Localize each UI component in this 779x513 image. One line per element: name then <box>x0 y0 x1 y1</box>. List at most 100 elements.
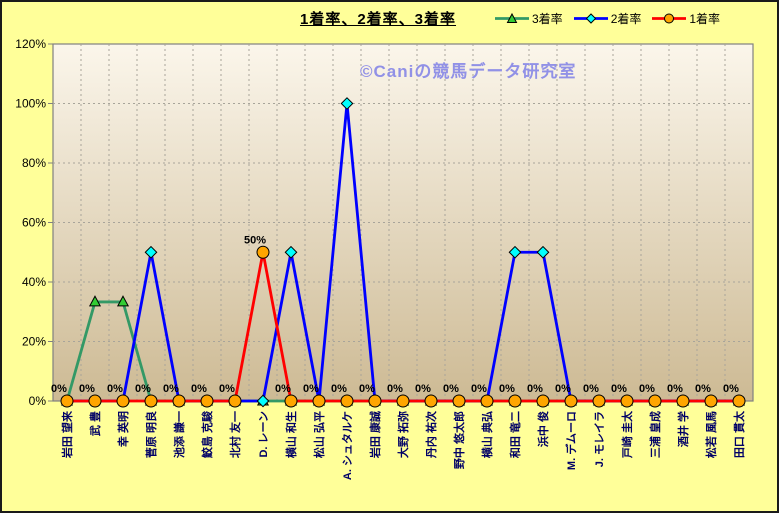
x-axis-label: 酒井 学 <box>676 411 690 447</box>
marker-triangle-3着率 <box>116 295 130 307</box>
x-axis-label: 菅原 明良 <box>144 411 158 458</box>
marker-circle-1着率 <box>480 394 494 408</box>
marker-circle-1着率 <box>452 394 466 408</box>
y-axis-label: 100% <box>15 97 46 111</box>
marker-circle-1着率 <box>508 394 522 408</box>
data-label: 0% <box>471 383 487 395</box>
data-label: 0% <box>415 383 431 395</box>
x-axis-label: 丹内 祐次 <box>424 411 438 458</box>
marker-circle-1着率 <box>732 394 746 408</box>
data-label: 0% <box>51 383 67 395</box>
x-axis-label: M. デムーロ <box>564 411 578 470</box>
x-axis-label: 松若 風馬 <box>704 411 718 458</box>
chart-title: 1着率、2着率、3着率 <box>299 11 457 28</box>
data-label: 0% <box>695 383 711 395</box>
data-label: 0% <box>527 383 543 395</box>
x-axis-label: 武 豊 <box>88 411 102 436</box>
x-axis-label: 三浦 皇成 <box>648 411 662 458</box>
x-axis-label: 浜中 俊 <box>536 411 550 447</box>
data-label: 0% <box>303 383 319 395</box>
marker-circle-1着率 <box>424 394 438 408</box>
data-label: 0% <box>107 383 123 395</box>
marker-diamond-2着率 <box>284 245 298 259</box>
data-label: 0% <box>667 383 683 395</box>
marker-circle-1着率 <box>228 394 242 408</box>
marker-circle-1着率 <box>88 394 102 408</box>
data-label: 0% <box>583 383 599 395</box>
data-label: 0% <box>331 383 347 395</box>
marker-circle-1着率 <box>648 394 662 408</box>
data-label: 0% <box>611 383 627 395</box>
data-label: 0% <box>275 383 291 395</box>
y-axis-label: 40% <box>22 275 46 289</box>
marker-circle-1着率 <box>704 394 718 408</box>
data-label: 0% <box>359 383 375 395</box>
x-axis-label: 北村 友一 <box>228 411 242 458</box>
x-axis-label: 岩田 康誠 <box>368 411 382 459</box>
data-label: 0% <box>723 383 739 395</box>
data-label: 0% <box>191 383 207 395</box>
data-label: 0% <box>135 383 151 395</box>
marker-circle-1着率 <box>172 394 186 408</box>
legend-item: 2着率 <box>573 10 642 27</box>
data-label: 0% <box>499 383 515 395</box>
x-axis-label: 池添 謙一 <box>172 411 186 458</box>
x-axis-label: 横山 典弘 <box>480 411 494 458</box>
x-axis-label: 大野 拓弥 <box>396 411 410 458</box>
y-axis-label: 20% <box>22 335 46 349</box>
x-axis-label: 幸 英明 <box>116 411 130 447</box>
data-label: 0% <box>219 383 235 395</box>
marker-circle-1着率 <box>340 394 354 408</box>
data-label: 0% <box>163 383 179 395</box>
marker-diamond-2着率 <box>144 245 158 259</box>
x-axis-label: 鮫島 克駿 <box>200 410 214 458</box>
y-axis-label: 80% <box>22 156 46 170</box>
x-axis-label: 岩田 望来 <box>60 410 74 459</box>
marker-circle-1着率 <box>564 394 578 408</box>
marker-circle-1着率 <box>312 394 326 408</box>
legend-diamond-icon <box>573 13 608 24</box>
data-label: 0% <box>555 383 571 395</box>
x-axis-label: 和田 竜二 <box>508 411 522 458</box>
legend-item: 3着率 <box>494 10 563 27</box>
marker-diamond-2着率 <box>340 97 354 110</box>
marker-circle-1着率 <box>396 394 410 408</box>
marker-circle-1着率 <box>200 394 214 408</box>
y-axis-label: 0% <box>29 394 47 408</box>
marker-circle-1着率 <box>284 394 298 408</box>
data-label: 0% <box>639 383 655 395</box>
marker-circle-1着率 <box>116 394 130 408</box>
x-axis-label: 田口 貫太 <box>732 410 746 458</box>
x-axis-label: J. モレイラ <box>593 411 606 467</box>
data-label: 50% <box>244 234 266 246</box>
legend-item: 1着率 <box>651 10 720 27</box>
marker-circle-1着率 <box>256 245 270 259</box>
marker-circle-1着率 <box>144 394 158 408</box>
marker-diamond-2着率 <box>508 245 522 259</box>
marker-triangle-3着率 <box>88 295 102 307</box>
marker-circle-1着率 <box>620 394 634 408</box>
marker-circle-1着率 <box>368 394 382 408</box>
data-label: 0% <box>79 383 95 395</box>
legend-label: 1着率 <box>689 12 721 26</box>
y-axis-label: 120% <box>15 37 46 51</box>
marker-circle-1着率 <box>60 394 74 408</box>
marker-circle-1着率 <box>676 394 690 408</box>
marker-circle-1着率 <box>536 394 550 408</box>
x-axis-label: 横山 和生 <box>284 411 298 458</box>
watermark-text: ©Caniの競馬データ研究室 <box>360 62 577 81</box>
marker-diamond-2着率 <box>256 394 270 408</box>
legend-label: 3着率 <box>532 12 563 26</box>
y-axis-label: 60% <box>22 216 46 230</box>
data-label: 0% <box>387 383 403 395</box>
data-label: 0% <box>443 383 459 395</box>
legend-triangle-icon <box>495 12 529 23</box>
x-axis-label: 野中 悠太郎 <box>452 411 466 469</box>
x-axis-label: D. レーン <box>258 411 270 458</box>
legend-label: 2着率 <box>610 12 642 26</box>
chart-legend: 3着率 2着率 1着率 <box>494 10 720 27</box>
x-axis-label: A. シュタルケ <box>341 411 354 480</box>
x-axis-label: 戸崎 圭太 <box>620 410 634 458</box>
